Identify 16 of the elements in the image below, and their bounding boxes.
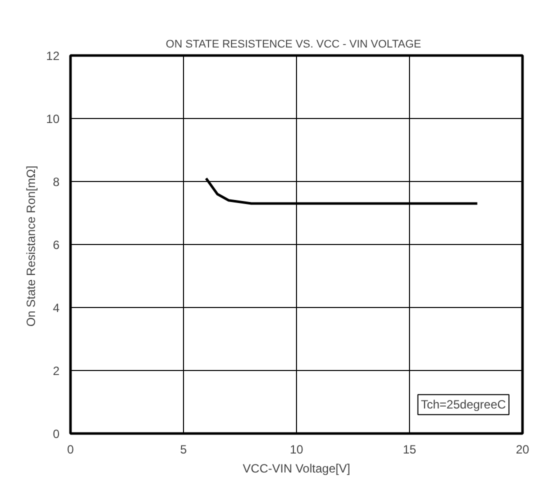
y-axis-title: On State Resistance Ron[mΩ] <box>24 166 38 327</box>
y-tick-label: 0 <box>52 427 60 441</box>
y-tick-label: 12 <box>46 49 60 63</box>
y-tick-label: 4 <box>52 301 60 315</box>
x-tick-label: 20 <box>516 442 530 456</box>
x-tick-label: 15 <box>402 442 416 456</box>
x-tick-label: 10 <box>290 442 304 456</box>
x-axis-title: VCC-VIN Voltage[V] <box>242 462 350 476</box>
x-tick-label: 0 <box>67 442 74 456</box>
y-tick-label: 10 <box>46 112 60 126</box>
annotation: Tch=25degreeC <box>420 398 506 412</box>
y-tick-label: 2 <box>52 364 60 378</box>
y-tick-label: 6 <box>52 238 60 252</box>
y-tick-label: 8 <box>52 175 60 189</box>
chart-title: ON STATE RESISTENCE VS. VCC - VIN VOLTAGE <box>166 38 422 50</box>
x-tick-label: 5 <box>180 442 188 456</box>
